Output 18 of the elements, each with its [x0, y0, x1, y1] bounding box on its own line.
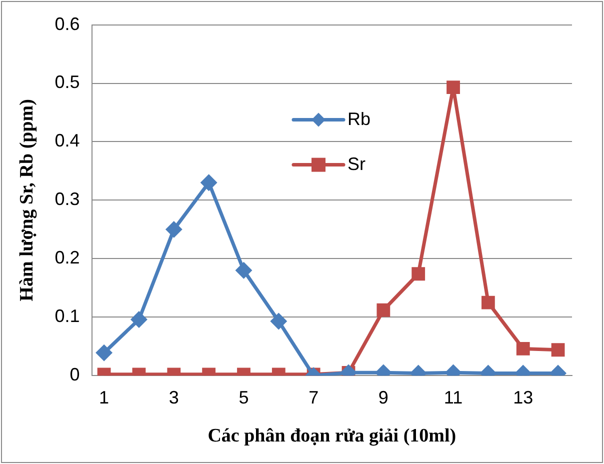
x-tick-label: 11 — [444, 387, 463, 408]
x-axis-title: Các phân đoạn rửa giải (10ml) — [208, 426, 456, 447]
y-tick-label: 0.1 — [54, 306, 80, 326]
x-tick-label: 5 — [238, 387, 249, 408]
legend-label: Sr — [347, 154, 366, 174]
x-tick-label: 13 — [513, 387, 534, 408]
y-tick-label: 0.6 — [54, 14, 80, 34]
y-tick-label: 0.3 — [54, 189, 80, 210]
y-tick-label: 0.4 — [54, 130, 80, 151]
x-tick-label: 1 — [99, 387, 110, 408]
x-tick-label: 3 — [168, 387, 179, 408]
y-tick-label: 0.2 — [54, 248, 80, 268]
y-axis-title: Hàm lượng Sr, Rb (ppm) — [16, 99, 38, 302]
legend-label: Rb — [347, 108, 371, 129]
y-tick-label: 0 — [70, 364, 80, 385]
x-tick-label: 9 — [378, 387, 388, 408]
y-tick-label: 0.5 — [54, 72, 80, 92]
x-tick-label: 7 — [308, 387, 319, 408]
